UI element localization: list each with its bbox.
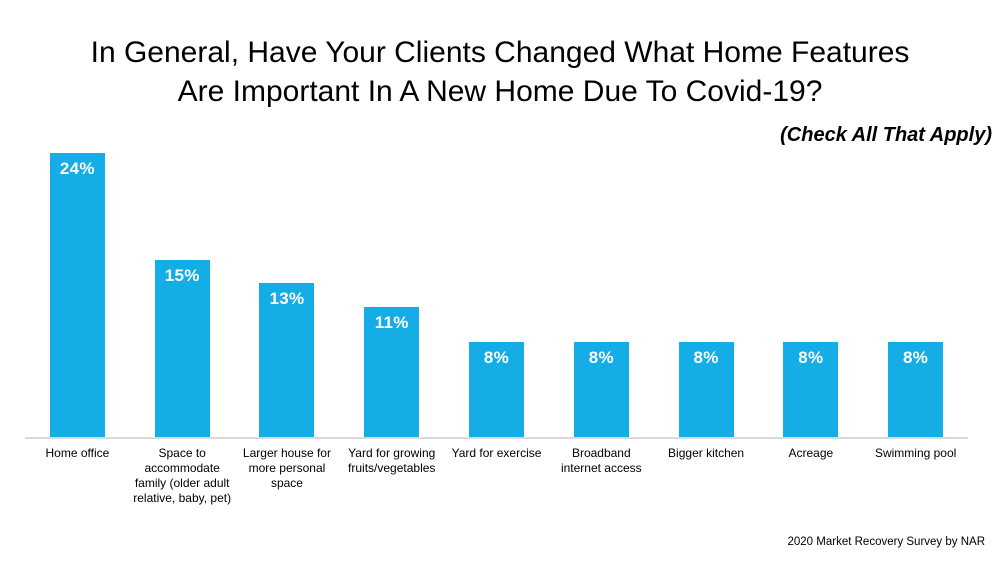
category-axis: Home office Space to accommodate family …: [25, 446, 968, 506]
bar-column: 11%: [339, 153, 444, 437]
bar-value-label: 11%: [374, 312, 409, 332]
bar-value-label: 8%: [693, 348, 719, 368]
bar: 13%: [259, 283, 315, 437]
category-label: Home office: [45, 446, 110, 460]
bar-column: 24%: [25, 153, 130, 437]
bar-column: 8%: [758, 153, 863, 437]
bar: 24%: [49, 153, 105, 437]
bar: 11%: [364, 306, 420, 437]
category-label: Bigger kitchen: [668, 446, 745, 460]
chart-title-line2: Are Important In A New Home Due To Covid…: [177, 75, 823, 108]
bar-value-label: 8%: [483, 348, 510, 368]
bar: 8%: [573, 342, 629, 437]
bar-column: 8%: [654, 153, 759, 437]
bar-value-label: 15%: [164, 265, 200, 285]
bar: 8%: [783, 342, 839, 437]
bar-value-label: 24%: [59, 159, 95, 178]
bar: 8%: [678, 342, 734, 437]
chart-title: In General, Have Your Clients Changed Wh…: [0, 33, 1000, 111]
bar-column: 8%: [863, 153, 968, 437]
plot-area: 24% 15% 13% 11% 8% 8% 8% 8%: [25, 153, 968, 439]
category-label: Larger house for more personal space: [242, 446, 331, 490]
chart-subtitle: (Check All That Apply): [780, 124, 992, 146]
category-label: Yard for growing fruits/vegetables: [348, 446, 436, 475]
bar-column: 8%: [444, 153, 549, 437]
category-label: Swimming pool: [874, 446, 957, 460]
bar: 15%: [154, 259, 210, 437]
bar-value-label: 8%: [903, 348, 929, 368]
category-label: Space to accommodate family (older adult…: [133, 446, 232, 505]
bar-column: 15%: [130, 153, 235, 437]
bar-value-label: 13%: [269, 289, 305, 309]
category-label: Acreage: [788, 446, 834, 460]
category-label: Yard for exercise: [451, 446, 542, 460]
category-label: Broadband internet access: [560, 446, 642, 475]
chart-title-line1: In General, Have Your Clients Changed Wh…: [90, 36, 910, 69]
bar-column: 13%: [235, 153, 340, 437]
bar: 8%: [469, 342, 525, 437]
bar-value-label: 8%: [798, 348, 824, 368]
source-note: 2020 Market Recovery Survey by NAR: [787, 536, 986, 548]
bar-column: 8%: [549, 153, 654, 437]
bar: 8%: [888, 342, 944, 437]
bar-value-label: 8%: [588, 348, 614, 368]
